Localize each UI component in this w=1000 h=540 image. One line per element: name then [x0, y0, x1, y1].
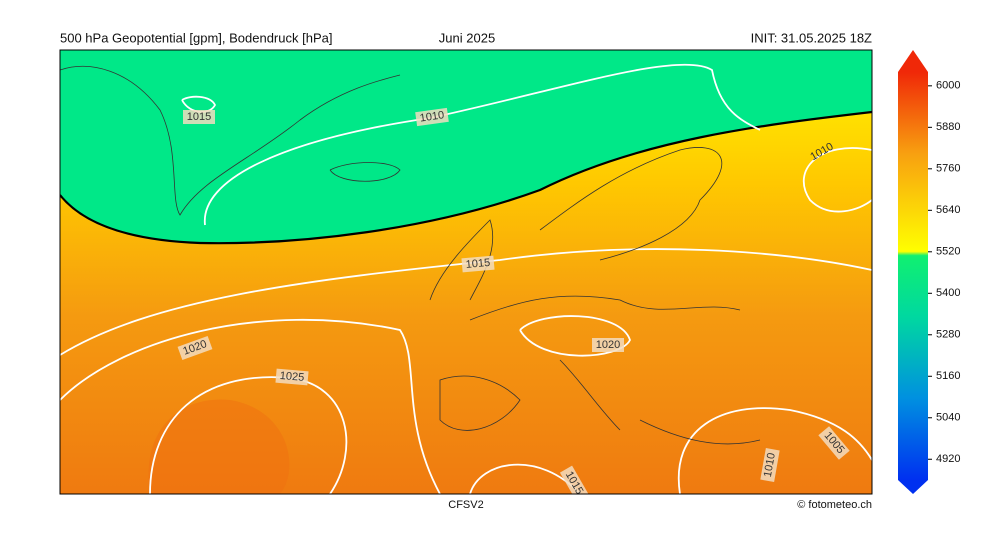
- isobar: [519, 315, 631, 357]
- label-box: [461, 255, 495, 273]
- label-box: [415, 107, 449, 127]
- isobar: [204, 63, 761, 226]
- colorbar: 6000 5880 5760 5640 5520 5400 5280 5160 5040 4920: [898, 50, 960, 494]
- colorbar-min-arrow: [898, 480, 928, 494]
- isobar: [60, 248, 872, 356]
- isobar-label: 1010: [762, 452, 778, 478]
- colorbar-tick-label: 5040: [936, 412, 960, 424]
- isobar-label: 1025: [279, 370, 304, 384]
- isobar: [60, 318, 441, 494]
- isobar: [677, 407, 872, 494]
- isobar-label: 1015: [465, 257, 490, 271]
- colorbar-tick-label: 6000: [936, 80, 960, 92]
- map: 1015 1010 1010 1015 1020 1020 1025 1005 …: [60, 50, 872, 494]
- label-box: [559, 465, 589, 494]
- footer-credit: © fotometeo.ch: [797, 499, 872, 511]
- isobar: [181, 95, 217, 113]
- colorbar-tick-label: 4920: [936, 453, 960, 465]
- header-left: 500 hPa Geopotential [gpm], Bodendruck […: [60, 30, 332, 45]
- label-box: [183, 110, 215, 124]
- isobar-label: 1020: [596, 339, 620, 351]
- label-box: [592, 338, 624, 352]
- label-box: [177, 335, 213, 361]
- coastline: [60, 66, 761, 445]
- isobar: [803, 147, 872, 213]
- label-box: [818, 426, 850, 460]
- colorbar-tick-label: 5640: [936, 204, 960, 216]
- colorbar-tick-label: 5880: [936, 121, 960, 133]
- header-center: Juni 2025: [439, 30, 495, 45]
- colorbar-tick-label: 5400: [936, 287, 960, 299]
- colorbar-bar: [898, 72, 928, 480]
- label-box: [760, 448, 780, 482]
- colorbar-tick-label: 5280: [936, 329, 960, 341]
- colorbar-tick-label: 5760: [936, 163, 960, 175]
- footer-model: CFSV2: [448, 499, 483, 511]
- 5520-line: [60, 110, 872, 245]
- label-box: [275, 368, 309, 386]
- header-right: INIT: 31.05.2025 18Z: [751, 30, 872, 45]
- map-frame: [59, 49, 873, 495]
- isobar-label: 1015: [187, 111, 211, 123]
- warm-core: [148, 399, 290, 494]
- colorbar-tick-label: 5160: [936, 370, 960, 382]
- isobar-labels: 1015 1010 1010 1015 1020 1020 1025 1005 …: [177, 107, 850, 494]
- colorbar-tick-label: 5520: [936, 246, 960, 258]
- colorbar-max-arrow: [898, 50, 928, 72]
- isobar-label: 1010: [419, 109, 445, 124]
- cold-field: [60, 50, 872, 244]
